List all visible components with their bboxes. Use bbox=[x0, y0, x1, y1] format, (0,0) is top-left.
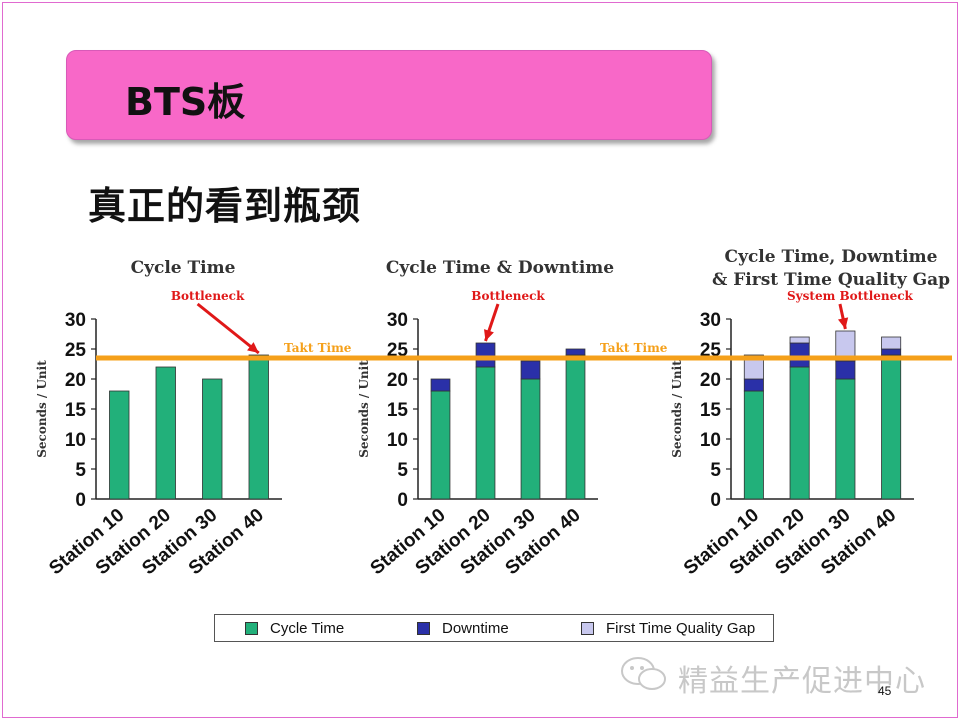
chart-legend: Cycle Time Downtime First Time Quality G… bbox=[214, 614, 774, 642]
bar-segment bbox=[835, 330, 856, 362]
watermark-text: 精益生产促进中心 bbox=[678, 664, 926, 699]
bar-segment bbox=[789, 342, 810, 368]
bar-segment bbox=[520, 378, 541, 500]
y-tick-label: 30 bbox=[700, 310, 721, 331]
bar-segment bbox=[109, 390, 130, 500]
takt-time-label: Takt Time bbox=[284, 341, 352, 355]
y-tick-label: 15 bbox=[65, 400, 87, 421]
y-tick-label: 10 bbox=[387, 430, 408, 451]
chart-title: Cycle Time bbox=[131, 258, 236, 278]
bar-segment bbox=[881, 354, 902, 500]
takt-time-label: Takt Time bbox=[600, 341, 668, 355]
chart-title: Cycle Time, Downtime bbox=[725, 247, 938, 267]
y-axis-label: Seconds / Unit bbox=[357, 360, 371, 458]
y-tick-label: 5 bbox=[397, 460, 408, 481]
bar-segment bbox=[743, 354, 764, 380]
legend-swatch-quality-gap bbox=[581, 622, 594, 635]
legend-label: First Time Quality Gap bbox=[606, 620, 756, 637]
y-axis-label: Seconds / Unit bbox=[670, 360, 684, 458]
y-tick-label: 20 bbox=[65, 370, 86, 391]
y-tick-label: 5 bbox=[710, 460, 721, 481]
bar-segment bbox=[565, 354, 586, 500]
legend-swatch-cycle-time bbox=[245, 622, 258, 635]
y-tick-label: 15 bbox=[387, 400, 409, 421]
y-tick-label: 20 bbox=[387, 370, 408, 391]
bar-segment bbox=[202, 378, 223, 500]
y-tick-label: 10 bbox=[700, 430, 721, 451]
annotation-label: System Bottleneck bbox=[787, 289, 914, 303]
y-tick-label: 30 bbox=[387, 310, 408, 331]
bar-segment bbox=[881, 348, 902, 356]
bar-segment bbox=[835, 360, 856, 380]
legend-label: Downtime bbox=[442, 620, 509, 637]
annotation-arrowhead bbox=[484, 329, 494, 341]
chart-title: & First Time Quality Gap bbox=[712, 270, 950, 290]
y-tick-label: 30 bbox=[65, 310, 86, 331]
legend-item-quality-gap: First Time Quality Gap bbox=[581, 620, 755, 637]
annotation-label: Bottleneck bbox=[171, 289, 245, 303]
bar-segment bbox=[789, 366, 810, 500]
bar-segment bbox=[789, 336, 810, 344]
y-axis-label: Seconds / Unit bbox=[35, 360, 49, 458]
bar-segment bbox=[475, 342, 496, 368]
chart-panel: Cycle Time & Downtime051015202530Seconds… bbox=[357, 258, 668, 579]
bar-segment bbox=[881, 336, 902, 350]
bar-segment bbox=[835, 378, 856, 500]
legend-item-cycle-time: Cycle Time bbox=[245, 620, 344, 637]
bar-segment bbox=[475, 366, 496, 500]
y-tick-label: 10 bbox=[65, 430, 86, 451]
annotation-arrow bbox=[196, 302, 260, 355]
annotation-arrowhead bbox=[837, 317, 849, 329]
watermark: 精益生产促进中心 bbox=[618, 654, 938, 699]
bar-segment bbox=[565, 348, 586, 356]
y-tick-label: 5 bbox=[75, 460, 86, 481]
bar-segment bbox=[520, 360, 541, 380]
bar-segment bbox=[155, 366, 176, 500]
chart-panel: Cycle Time, Downtime & First Time Quality… bbox=[670, 247, 950, 579]
title-banner: BTS板 bbox=[66, 50, 712, 140]
y-tick-label: 25 bbox=[65, 340, 87, 361]
bar-segment bbox=[743, 378, 764, 392]
slide-title: BTS板 bbox=[125, 80, 246, 124]
y-tick-label: 0 bbox=[710, 490, 721, 511]
page-number: 45 bbox=[878, 684, 892, 698]
legend-swatch-downtime bbox=[417, 622, 430, 635]
annotation-label: Bottleneck bbox=[471, 289, 545, 303]
y-tick-label: 15 bbox=[700, 400, 722, 421]
bar-segment bbox=[248, 354, 269, 500]
legend-label: Cycle Time bbox=[270, 620, 345, 637]
bar-segment bbox=[430, 390, 451, 500]
bar-segment bbox=[743, 390, 764, 500]
slide-subtitle: 真正的看到瓶颈 bbox=[88, 184, 362, 228]
y-tick-label: 0 bbox=[75, 490, 86, 511]
bar-segment bbox=[430, 378, 451, 392]
y-tick-label: 0 bbox=[397, 490, 408, 511]
chart-title: Cycle Time & Downtime bbox=[386, 258, 614, 278]
wechat-icon bbox=[621, 657, 666, 690]
annotation-arrowhead bbox=[247, 342, 259, 353]
legend-item-downtime: Downtime bbox=[417, 620, 509, 637]
y-tick-label: 20 bbox=[700, 370, 721, 391]
